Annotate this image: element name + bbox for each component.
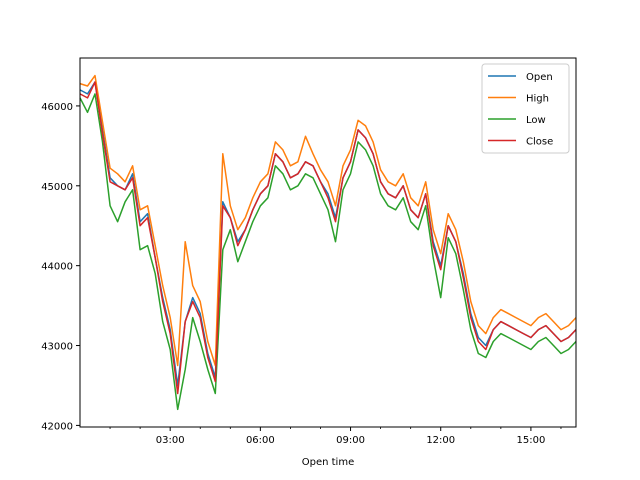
legend-label-open: Open: [526, 72, 553, 83]
legend-label-high: High: [526, 94, 549, 105]
x-tick-label: 15:00: [516, 435, 545, 446]
y-tick-label: 42000: [41, 421, 73, 432]
series-line-low: [79, 93, 577, 411]
x-tick-label: 12:00: [426, 435, 455, 446]
y-tick-label: 46000: [41, 102, 73, 113]
legend-label-close: Close: [526, 137, 553, 148]
series-layer: [79, 74, 577, 411]
plot-area-frame: [79, 57, 577, 428]
series-line-close: [79, 81, 577, 395]
legend: Open High Low Close: [481, 63, 570, 154]
legend-box: [481, 63, 570, 154]
x-axis: 03:00 06:00 09:00 12:00 15:00: [109, 427, 562, 446]
y-tick-label: 43000: [41, 342, 73, 353]
series-line-high: [79, 74, 577, 367]
y-tick-label: 44000: [41, 262, 73, 273]
x-tick-label: 06:00: [246, 435, 275, 446]
legend-label-low: Low: [526, 115, 546, 126]
x-axis-title: Open time: [302, 457, 354, 468]
x-tick-label: 03:00: [156, 435, 185, 446]
y-tick-label: 45000: [41, 182, 73, 193]
x-tick-label: 09:00: [336, 435, 365, 446]
y-axis: 42000 43000 44000 45000 46000: [41, 102, 80, 432]
